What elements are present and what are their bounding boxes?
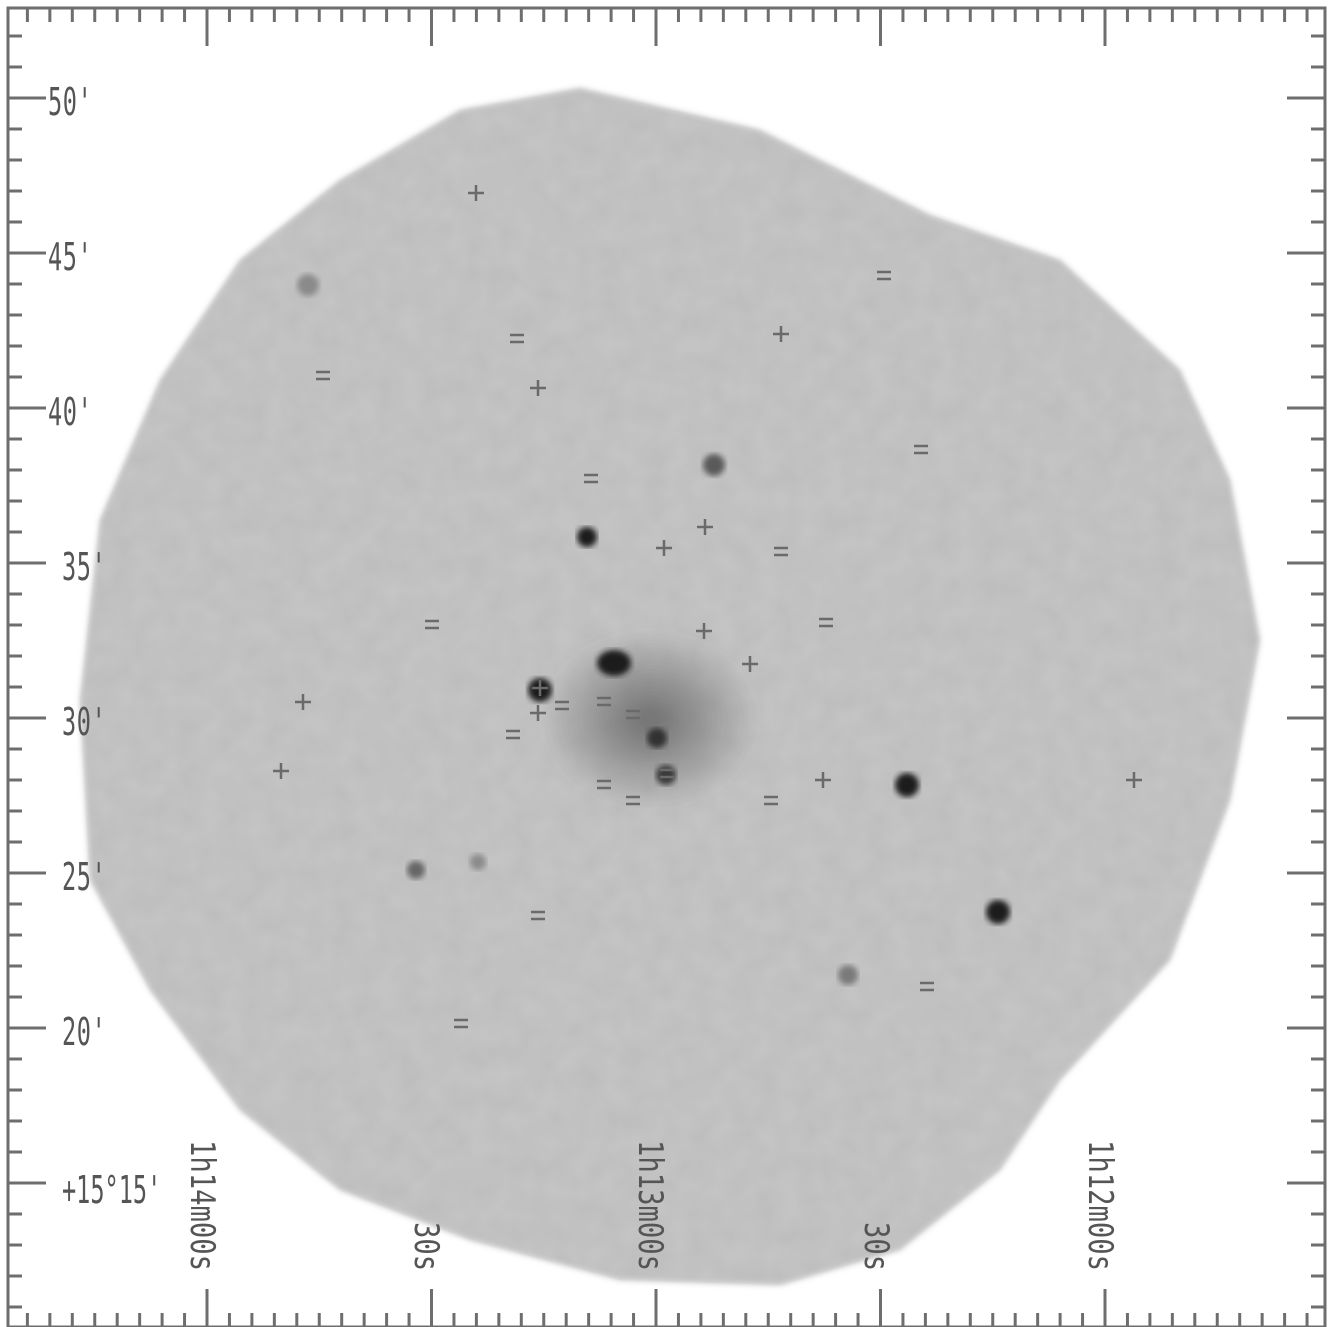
equal-marker [626,709,640,720]
equal-marker [316,370,330,381]
equal-marker [764,795,778,806]
equal-marker [510,333,524,344]
ra-label: 1h12m00s [1080,1140,1120,1272]
plus-marker [532,680,548,696]
equal-marker [425,619,439,630]
equal-marker [597,696,611,707]
equal-marker [555,700,569,711]
ra-label: 30s [406,1222,446,1272]
source [838,965,858,985]
plus-marker [530,705,546,721]
source-bright [597,650,631,676]
plus-markers [273,185,1142,788]
dec-label: 45' [48,235,93,279]
equal-marker [454,1018,468,1029]
plus-marker [295,694,311,710]
dec-label: 35' [62,545,107,589]
source [703,454,725,476]
plus-marker [273,763,289,779]
ra-label: 1h14m00s [182,1140,222,1272]
equal-marker [506,729,520,740]
plus-marker [1126,772,1142,788]
dec-label: 30' [62,700,107,744]
ra-label: 1h13m00s [630,1140,670,1272]
equal-marker [877,270,891,281]
equal-marker [914,444,928,455]
plus-marker [656,540,672,556]
xray-field [80,88,1260,1285]
plus-marker [815,772,831,788]
plus-marker [696,623,712,639]
dec-label: 25' [62,855,107,899]
equal-marker [626,795,640,806]
source [647,728,667,748]
source [407,861,425,879]
equal-marker [597,779,611,790]
plus-marker [697,519,713,535]
source [470,854,486,870]
equal-markers [316,270,934,1029]
plus-marker [530,380,546,396]
equal-marker [584,473,598,484]
markers [273,185,1142,1029]
ra-label: 30s [856,1222,896,1272]
source [297,274,319,296]
equal-marker [774,546,788,557]
plus-marker [468,185,484,201]
plus-marker [742,656,758,672]
source [895,773,919,797]
tick-marks [8,8,1325,1327]
equal-marker [531,910,545,921]
source [986,900,1010,924]
dec-label: 50' [48,80,93,124]
equal-marker [819,617,833,628]
plot-frame [6,6,1327,1327]
source [577,527,597,547]
dec-label: 20' [62,1010,107,1054]
dec-label: 40' [48,390,93,434]
equal-marker [920,981,934,992]
plus-marker [773,326,789,342]
dec-origin-label: +15°15' [62,1168,162,1212]
source [656,765,676,785]
equal-marker [660,768,674,779]
diffuse-emission [540,630,760,810]
